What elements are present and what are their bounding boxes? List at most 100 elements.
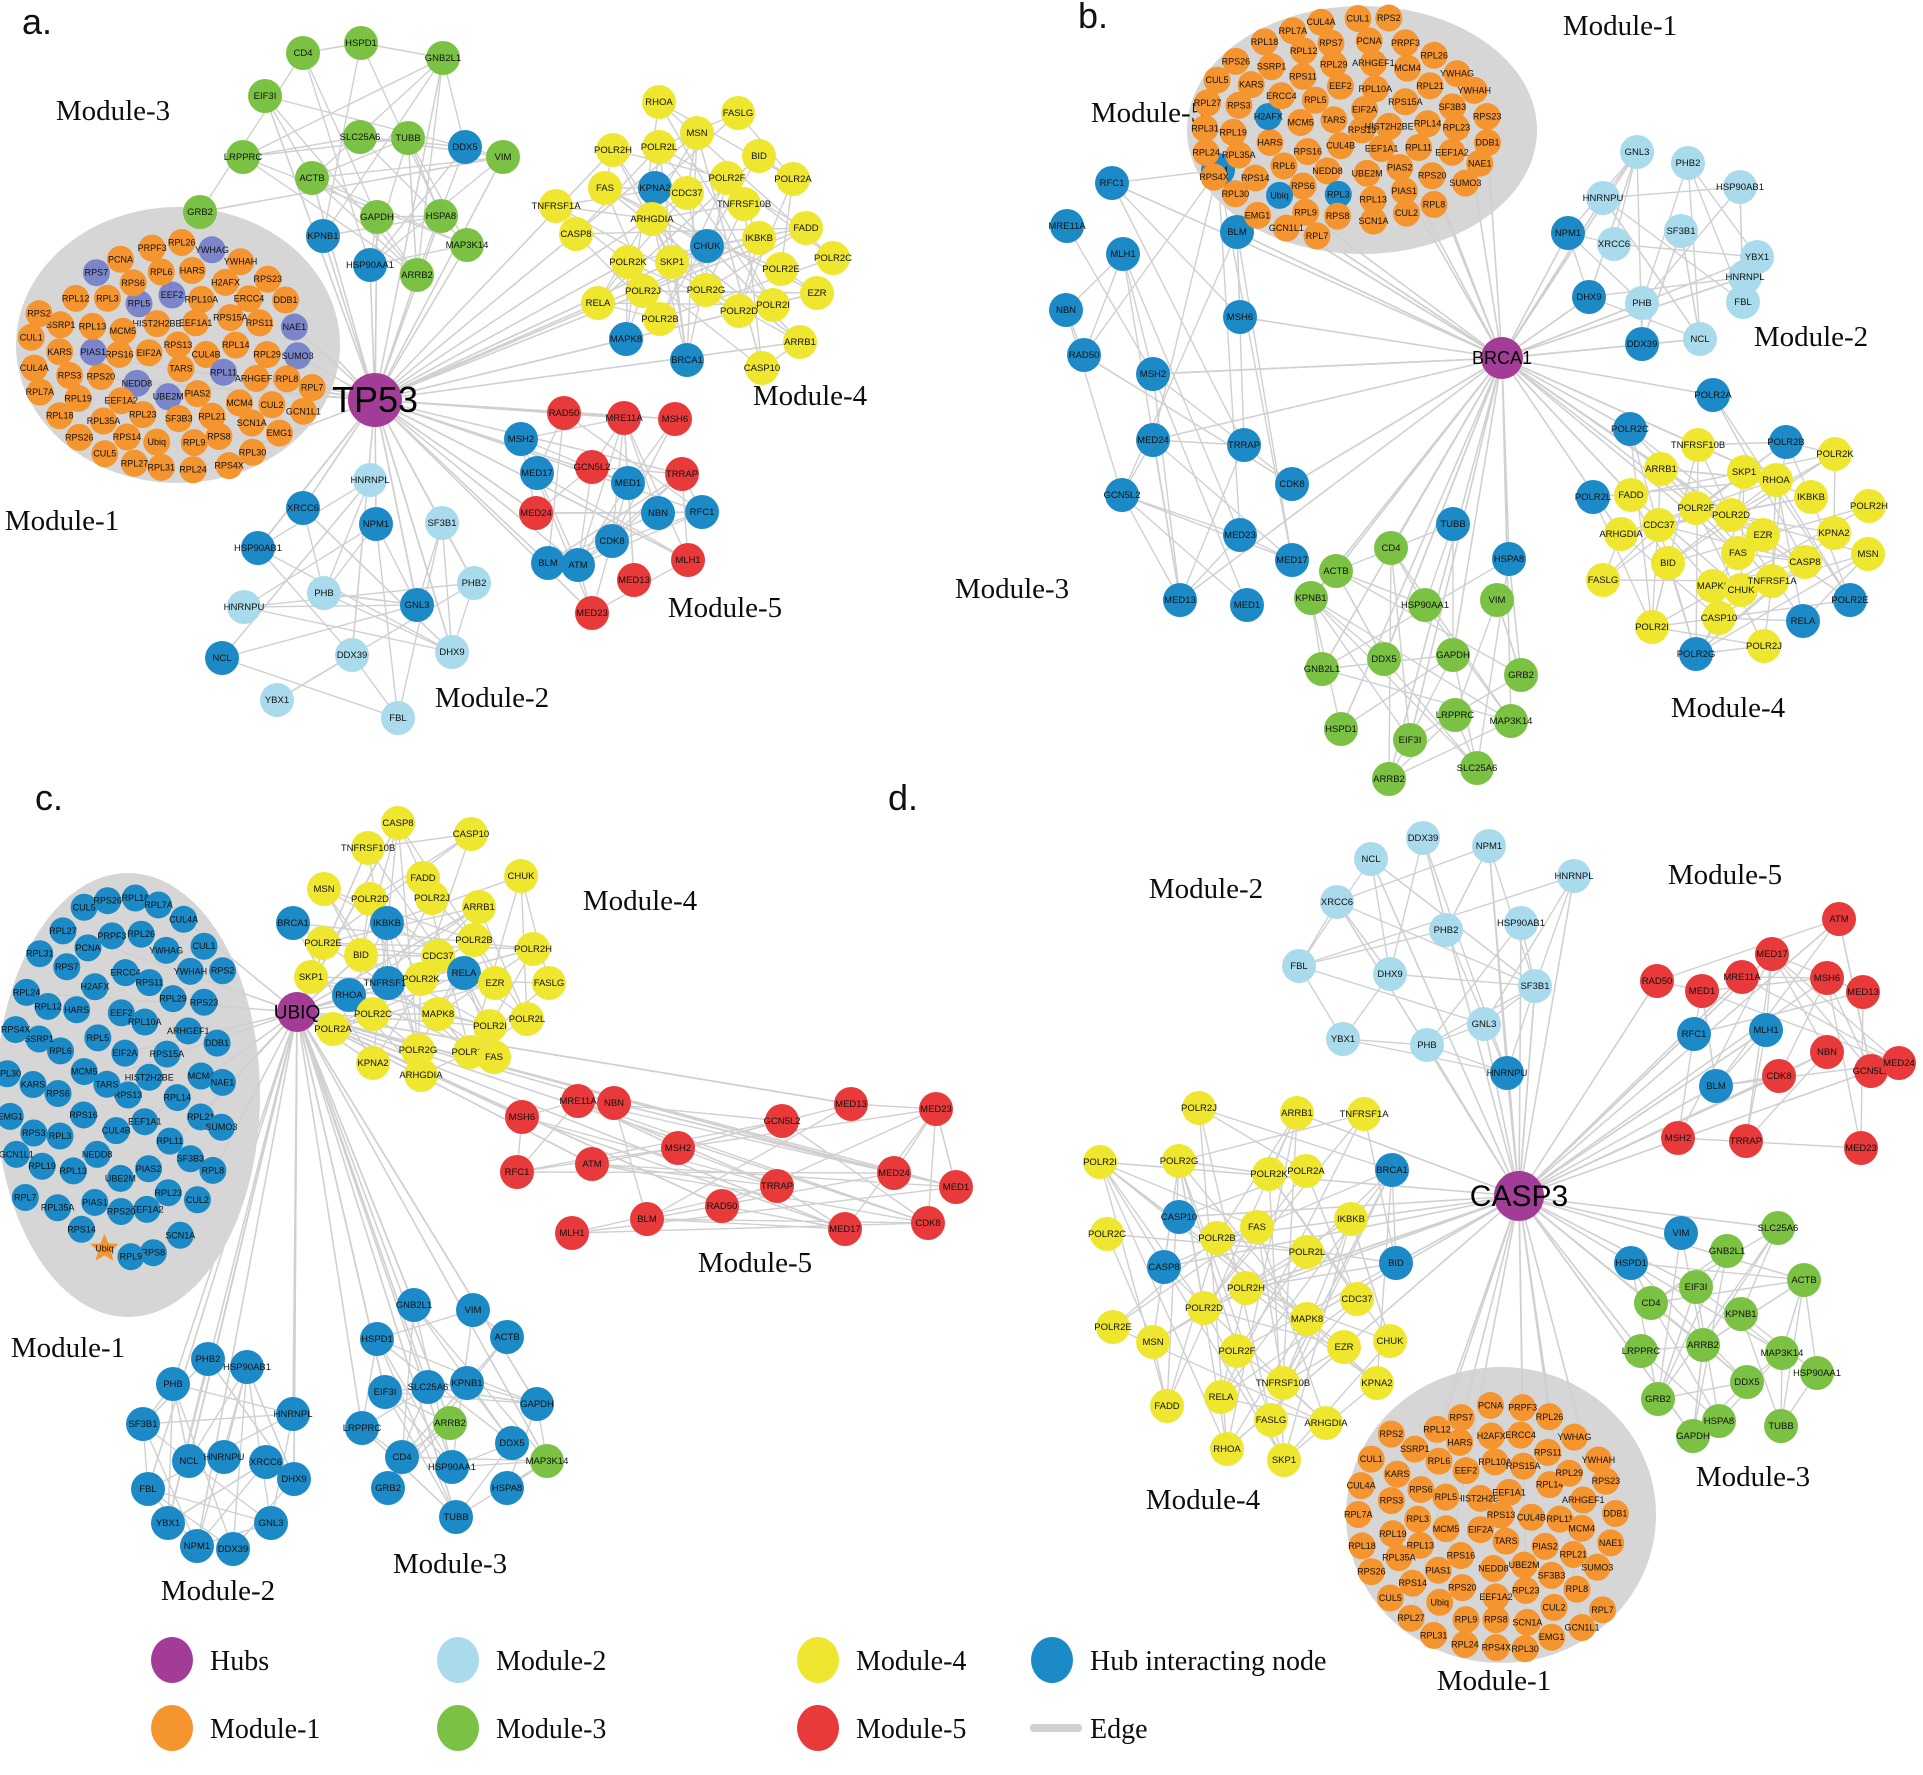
node-POLR2I xyxy=(756,288,790,322)
node-CUL4A xyxy=(1347,1472,1375,1500)
node-label: FAS xyxy=(1248,1222,1266,1233)
node-label: POLR2C xyxy=(1088,1229,1126,1240)
node-TUBB xyxy=(391,121,425,155)
node-label: PCNA xyxy=(75,943,100,953)
node-label: FASLG xyxy=(1256,1415,1287,1426)
nodes-panel-d: DDX39NPM1NCLHNRNPLXRCC6PHB2HSP90AB1FBLDH… xyxy=(888,777,1916,1697)
node-RPL24 xyxy=(1192,139,1220,167)
node-RPL35A xyxy=(90,407,118,435)
edge xyxy=(1363,1113,1397,1264)
node-label: RPL18 xyxy=(1251,37,1279,47)
node-label: YBX1 xyxy=(1745,252,1769,263)
node-CASP8 xyxy=(1147,1250,1181,1284)
node-label: GCN1L1 xyxy=(1269,223,1304,233)
edge xyxy=(1106,1233,1154,1343)
node-PHB2 xyxy=(191,1342,225,1376)
node-ARHGDIA xyxy=(1604,517,1638,551)
node-label: MRE11A xyxy=(1723,972,1761,983)
node-label: GRB2 xyxy=(187,207,213,218)
node-label: EIF3I xyxy=(1399,735,1422,746)
node-label: YWHAH xyxy=(1582,1455,1616,1465)
edge xyxy=(1518,1195,1779,1229)
node-MRE11A xyxy=(1725,960,1759,994)
node-NEDD8 xyxy=(83,1140,111,1168)
module-label-a-Module-1: Module-1 xyxy=(5,505,119,537)
node-label: RPS23 xyxy=(254,274,283,284)
module-label-b-Module-1: Module-1 xyxy=(1563,10,1677,42)
node-label: SSRP1 xyxy=(1400,1444,1430,1454)
node-SSRP1 xyxy=(25,1025,53,1053)
node-label: CUL4A xyxy=(1307,17,1336,27)
edge xyxy=(142,1423,198,1547)
node-MAPK8 xyxy=(609,322,643,356)
node-label: RPL7A xyxy=(144,900,173,910)
node-label: RPS20 xyxy=(107,1206,136,1216)
edge xyxy=(1657,1286,1697,1400)
node-label: RPL7 xyxy=(301,383,324,393)
node-label: EIF3I xyxy=(374,1387,397,1398)
node-label: FAS xyxy=(1729,548,1747,559)
node-EMG1 xyxy=(1244,201,1272,229)
node-label: YBX1 xyxy=(1331,1034,1355,1045)
node-EZR xyxy=(1746,518,1780,552)
edge xyxy=(1305,211,1503,359)
node-GRB2 xyxy=(1641,1382,1675,1416)
node-label: RPS7 xyxy=(1449,1413,1473,1423)
node-HSP90AB1 xyxy=(241,531,275,565)
node-EIF3I xyxy=(248,79,282,113)
node-HSPA8 xyxy=(490,1471,524,1505)
node-label: GAPDH xyxy=(1676,1431,1710,1442)
node-RPL23 xyxy=(1512,1576,1540,1604)
node-label: GNL3 xyxy=(1625,147,1650,158)
node-MED17 xyxy=(1755,937,1789,971)
edge xyxy=(1111,182,1503,359)
edge xyxy=(658,146,774,306)
node-RPL21 xyxy=(1416,72,1444,100)
node-PCNA xyxy=(1476,1391,1504,1419)
node-label: RPL21 xyxy=(198,411,226,421)
node-TNFRSF10B xyxy=(351,831,385,865)
node-KPNB1 xyxy=(1294,581,1328,615)
node-H2AFX xyxy=(1477,1422,1505,1450)
edge xyxy=(374,399,703,513)
node-label: HIST2H2BE xyxy=(133,319,182,329)
edge xyxy=(376,1338,453,1468)
node-label: RPL5 xyxy=(128,299,151,309)
node-label: RPL5 xyxy=(1304,95,1327,105)
edge xyxy=(1518,1195,1642,1352)
legend-label: Hub interacting node xyxy=(1090,1646,1326,1677)
node-RPL13 xyxy=(1359,186,1387,214)
node-label: MED17 xyxy=(829,1224,861,1235)
node-ARHGEF1 xyxy=(174,1017,202,1045)
node-label: EEF1A2 xyxy=(1435,147,1469,157)
node-label: MSH6 xyxy=(1814,973,1840,984)
edge xyxy=(1245,1195,1520,1289)
node-label: CDC37 xyxy=(422,951,453,962)
node-label: RPL8 xyxy=(1566,1584,1589,1594)
node-label: Ubiq xyxy=(1270,190,1289,200)
node-label: RPL3 xyxy=(49,1131,72,1141)
node-label: CDK8 xyxy=(1279,479,1304,490)
node-label: MAP3K14 xyxy=(526,1456,569,1467)
node-TUBB xyxy=(439,1500,473,1534)
edge xyxy=(1409,357,1503,741)
node-label: TUBB xyxy=(1440,519,1465,530)
node-label: RPS8 xyxy=(142,1248,166,1258)
node-label: ARHGEF1 xyxy=(1562,1495,1605,1505)
node-label: MCM4 xyxy=(1394,63,1421,73)
node-label: RPS2 xyxy=(1377,13,1401,23)
node-DDX39 xyxy=(216,1532,250,1566)
node-label: KPNB1 xyxy=(451,1378,482,1389)
node-label: RPL6 xyxy=(1273,161,1296,171)
node-HNRNPL xyxy=(276,1397,310,1431)
node-label: SKP1 xyxy=(660,257,684,268)
node-label: PIAS1 xyxy=(1426,1565,1452,1575)
node-label: PHB xyxy=(1417,1040,1437,1051)
node-label: RPL24 xyxy=(13,987,41,997)
node-label: NAE1 xyxy=(211,1077,235,1087)
node-GAPDH xyxy=(1436,638,1470,672)
node-RPS23 xyxy=(1592,1467,1620,1495)
node-label: HARS xyxy=(180,266,205,276)
node-PHB xyxy=(1410,1028,1444,1062)
node-RPS14 xyxy=(68,1215,96,1243)
